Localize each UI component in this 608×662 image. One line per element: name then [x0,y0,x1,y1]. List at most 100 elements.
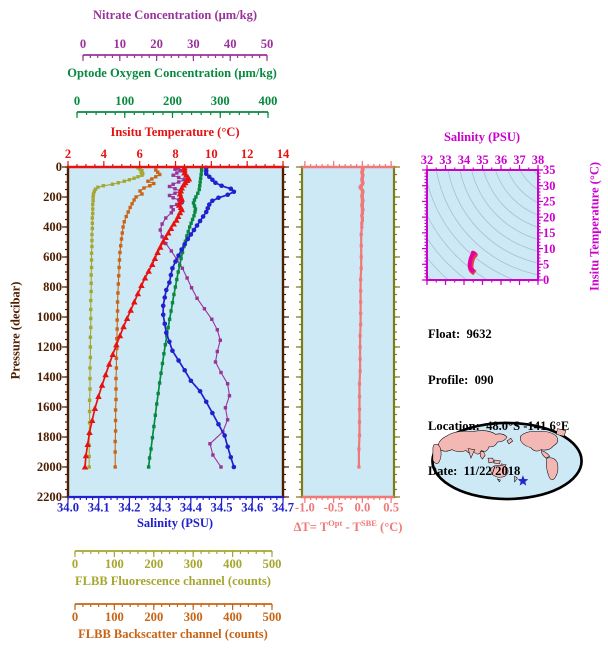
svg-text:6: 6 [137,147,143,161]
svg-text:0: 0 [543,273,549,287]
svg-text:10: 10 [114,37,127,51]
backscatter-axis-title: FLBB Backscatter channel (counts) [78,627,268,641]
backscatter-curve [113,168,162,469]
svg-text:25: 25 [543,195,555,209]
oxygen-axis-title: Optode Oxygen Concentration (μm/kg) [67,66,277,80]
svg-text:-0.5: -0.5 [324,501,344,515]
svg-text:0: 0 [72,610,78,624]
svg-text:400: 400 [223,557,242,571]
svg-text:4: 4 [101,147,108,161]
svg-text:36: 36 [495,153,507,167]
svg-text:34.6: 34.6 [241,501,263,515]
ts-curve [467,250,478,276]
svg-text:500: 500 [263,610,282,624]
float-info-float: Float: 9632 [428,327,492,342]
svg-text:100: 100 [105,610,124,624]
svg-text:32: 32 [421,153,433,167]
nitrate-axis-title: Nitrate Concentration (μm/kg) [93,8,257,22]
svg-text:1200: 1200 [37,340,62,354]
svg-text:2200: 2200 [37,490,62,504]
map-land [556,428,567,437]
delta-t-axis-title: ΔT= TOpt - TSBE (°C) [283,517,413,534]
map-land [514,475,518,483]
svg-text:10: 10 [205,147,218,161]
temperature-curve [81,164,193,470]
world-map [431,421,583,501]
float-info-location: Location: 48.0°S -141.6°E [428,418,570,433]
delta-t-curve [357,166,365,469]
fluorescence-curve [87,166,145,469]
svg-text:0.0: 0.0 [355,501,371,515]
svg-text:34.3: 34.3 [149,501,171,515]
oxygen-curve [146,166,204,469]
delta-t-title-part: - T [342,520,361,535]
map-land [467,448,476,459]
svg-text:40: 40 [224,37,237,51]
svg-text:34.4: 34.4 [180,501,203,515]
svg-text:300: 300 [184,610,203,624]
svg-text:10: 10 [543,242,555,256]
svg-text:35: 35 [543,163,555,177]
fluorescence-axis: 0 100 200 300 400 500 [72,550,282,571]
map-land [490,464,509,478]
svg-text:8: 8 [172,147,178,161]
fluorescence-axis-title: FLBB Fluorescence channel (counts) [75,574,271,588]
map-land [540,450,551,459]
svg-text:0.5: 0.5 [383,501,399,515]
oxygen-axis: 0 100 200 300 400 [74,94,278,118]
svg-text:200: 200 [144,557,163,571]
svg-text:14: 14 [277,147,290,161]
svg-text:400: 400 [223,610,242,624]
delta-t-title-sup-opt: Opt [328,518,343,528]
nitrate-curve [158,166,232,469]
svg-text:500: 500 [263,557,282,571]
svg-text:34: 34 [458,153,470,167]
svg-text:0: 0 [74,94,80,108]
backscatter-axis: 0 100 200 300 400 500 [72,603,282,624]
svg-text:1600: 1600 [37,400,62,414]
svg-text:100: 100 [105,557,124,571]
svg-text:34.7: 34.7 [272,501,294,515]
svg-text:12: 12 [241,147,254,161]
main-plot-bg [68,167,283,497]
svg-text:200: 200 [144,610,163,624]
float-info-profile: Profile: 090 [428,373,494,388]
svg-text:300: 300 [184,557,203,571]
map-land [506,437,514,445]
map-land [546,457,559,481]
svg-text:400: 400 [259,94,278,108]
map-land [487,457,495,464]
delta-t-title-part: (°C) [376,520,403,535]
svg-text:34.1: 34.1 [88,501,110,515]
svg-text:37: 37 [513,153,525,167]
map-land [479,451,486,460]
svg-text:-1.0: -1.0 [295,501,315,515]
delta-panel-bg [302,167,394,497]
nitrate-axis: 0 10 20 30 40 50 [80,37,273,61]
svg-text:20: 20 [543,210,555,224]
ts-temperature-axis-title: Insitu Temperature (°C) [587,161,602,292]
svg-text:300: 300 [211,94,230,108]
temperature-axis-title: Insitu Temperature (°C) [110,125,240,139]
float-info-block: Float: 9632 Profile: 090 Location: 48.0°… [428,297,569,510]
svg-text:0: 0 [56,160,62,174]
svg-text:30: 30 [187,37,200,51]
svg-text:34.2: 34.2 [118,501,140,515]
svg-text:600: 600 [43,250,62,264]
svg-text:2: 2 [65,147,71,161]
salinity-curve [160,165,237,470]
svg-text:15: 15 [543,226,555,240]
salinity-axis-title: Salinity (PSU) [136,516,214,530]
svg-text:50: 50 [261,37,274,51]
svg-text:0: 0 [80,37,86,51]
svg-text:34.5: 34.5 [211,501,233,515]
svg-text:1400: 1400 [37,370,62,384]
svg-text:38: 38 [532,153,544,167]
svg-text:5: 5 [543,257,549,271]
svg-text:200: 200 [43,190,62,204]
svg-text:1000: 1000 [37,310,62,324]
delta-t-title-sup-sbe: SBE [360,518,377,528]
svg-text:34.0: 34.0 [57,501,79,515]
